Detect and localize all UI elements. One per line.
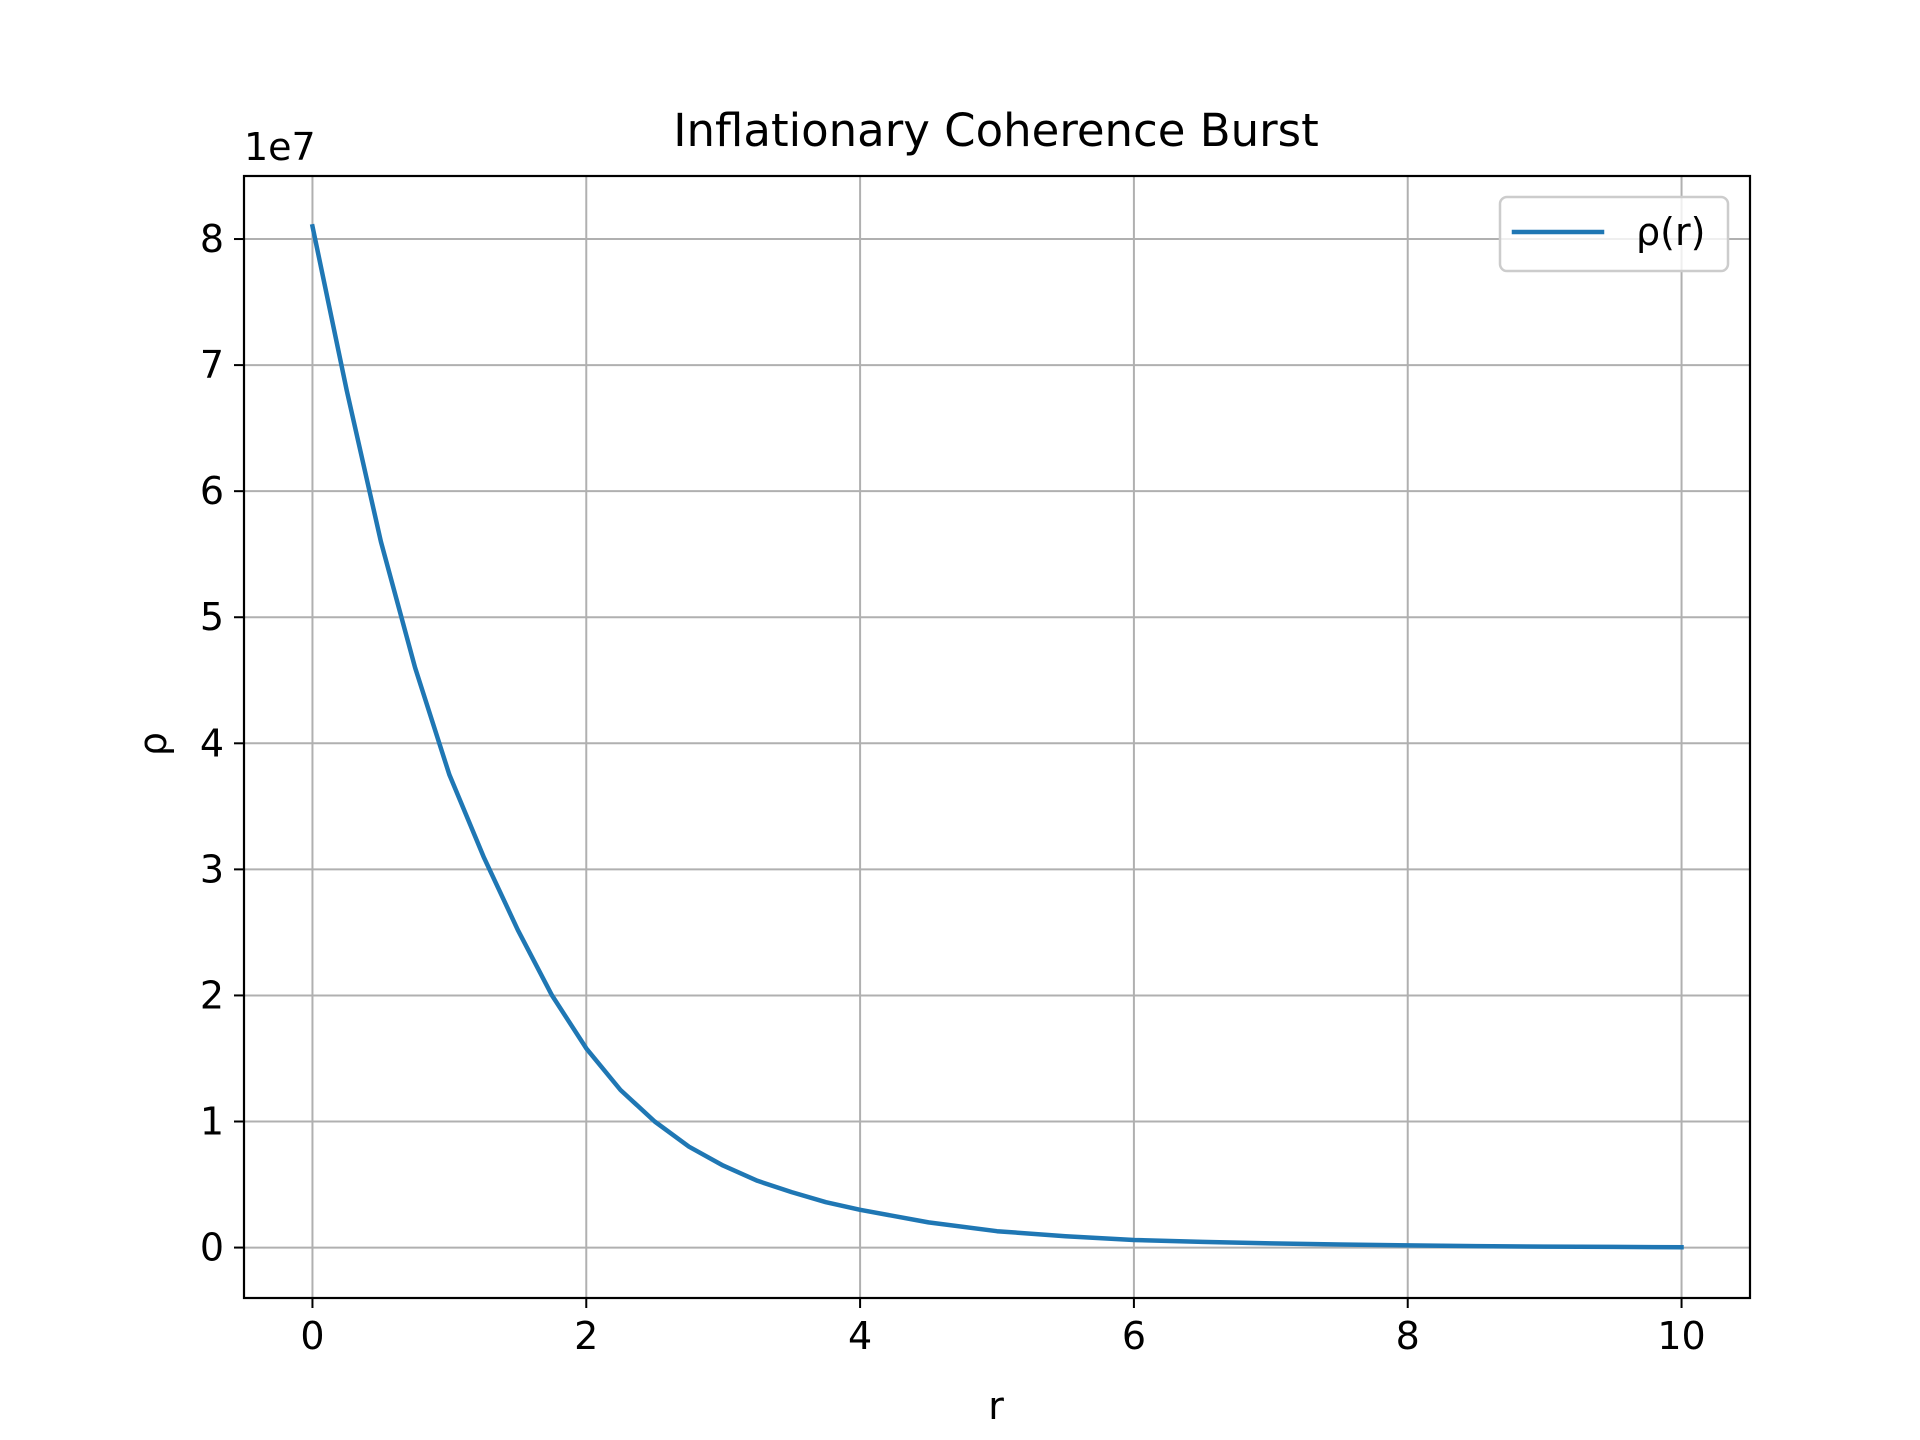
x-tick-label: 2 — [574, 1314, 598, 1358]
x-axis-label: r — [988, 1384, 1004, 1428]
y-tick-label: 2 — [200, 973, 224, 1017]
y-axis-label: ρ — [131, 732, 175, 756]
x-tick-label: 4 — [848, 1314, 872, 1358]
y-tick-label: 3 — [200, 847, 224, 891]
legend: ρ(r) — [1498, 195, 1730, 273]
series-layer — [309, 223, 1684, 1250]
x-tick-label: 0 — [300, 1314, 324, 1358]
x-tick-label: 10 — [1657, 1314, 1705, 1358]
ticks: 0 2 4 6 8 10 0 1 2 3 4 5 6 7 8 — [200, 217, 1706, 1358]
x-tick-label: 6 — [1122, 1314, 1146, 1358]
x-tick-label: 8 — [1396, 1314, 1420, 1358]
y-offset-label: 1e7 — [244, 125, 316, 169]
legend-label: ρ(r) — [1636, 210, 1705, 254]
chart-title: Inflationary Coherence Burst — [673, 104, 1319, 157]
y-tick-label: 6 — [200, 469, 224, 513]
y-tick-label: 7 — [200, 343, 224, 387]
plot-frame — [242, 174, 1752, 1300]
series-line — [309, 223, 1684, 1250]
grid — [244, 176, 1750, 1298]
y-tick-label: 0 — [200, 1226, 224, 1270]
y-tick-label: 4 — [200, 721, 224, 765]
legend-box — [1498, 195, 1730, 273]
y-tick-label: 1 — [200, 1100, 224, 1144]
y-tick-label: 5 — [200, 595, 224, 639]
y-tick-label: 8 — [200, 217, 224, 261]
